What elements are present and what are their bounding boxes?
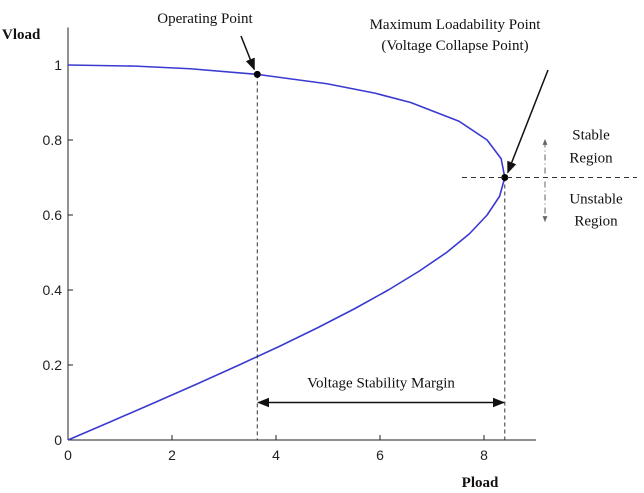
point-marker (501, 174, 509, 181)
x-tick-label: 4 (272, 447, 280, 463)
y-axis-label: Vload (2, 27, 41, 43)
x-axis-label: Pload (462, 475, 499, 491)
y-tick-label: 0 (54, 432, 62, 448)
margin-label: Voltage Stability Margin (307, 376, 455, 392)
y-tick-label: 0.8 (43, 132, 63, 148)
region-label: Stable (572, 128, 610, 144)
point-marker (253, 70, 261, 78)
region-label: Unstable (569, 192, 623, 208)
point-arrow (240, 35, 255, 71)
point-label: Maximum Loadability Point (370, 17, 542, 33)
region-label: Region (574, 214, 618, 230)
point-label: (Voltage Collapse Point) (381, 38, 528, 54)
y-tick-label: 1 (54, 57, 62, 73)
point-arrow (507, 69, 549, 174)
y-tick-label: 0.2 (43, 357, 63, 373)
pv-curve (67, 64, 506, 441)
x-tick-label: 6 (376, 447, 384, 463)
y-tick-label: 0.6 (43, 207, 63, 223)
y-tick-label: 0.4 (43, 282, 63, 298)
x-tick-label: 8 (480, 447, 488, 463)
region-label: Region (569, 151, 613, 167)
x-tick-label: 0 (64, 447, 72, 463)
x-tick-label: 2 (168, 447, 176, 463)
point-label: Operating Point (157, 11, 253, 27)
